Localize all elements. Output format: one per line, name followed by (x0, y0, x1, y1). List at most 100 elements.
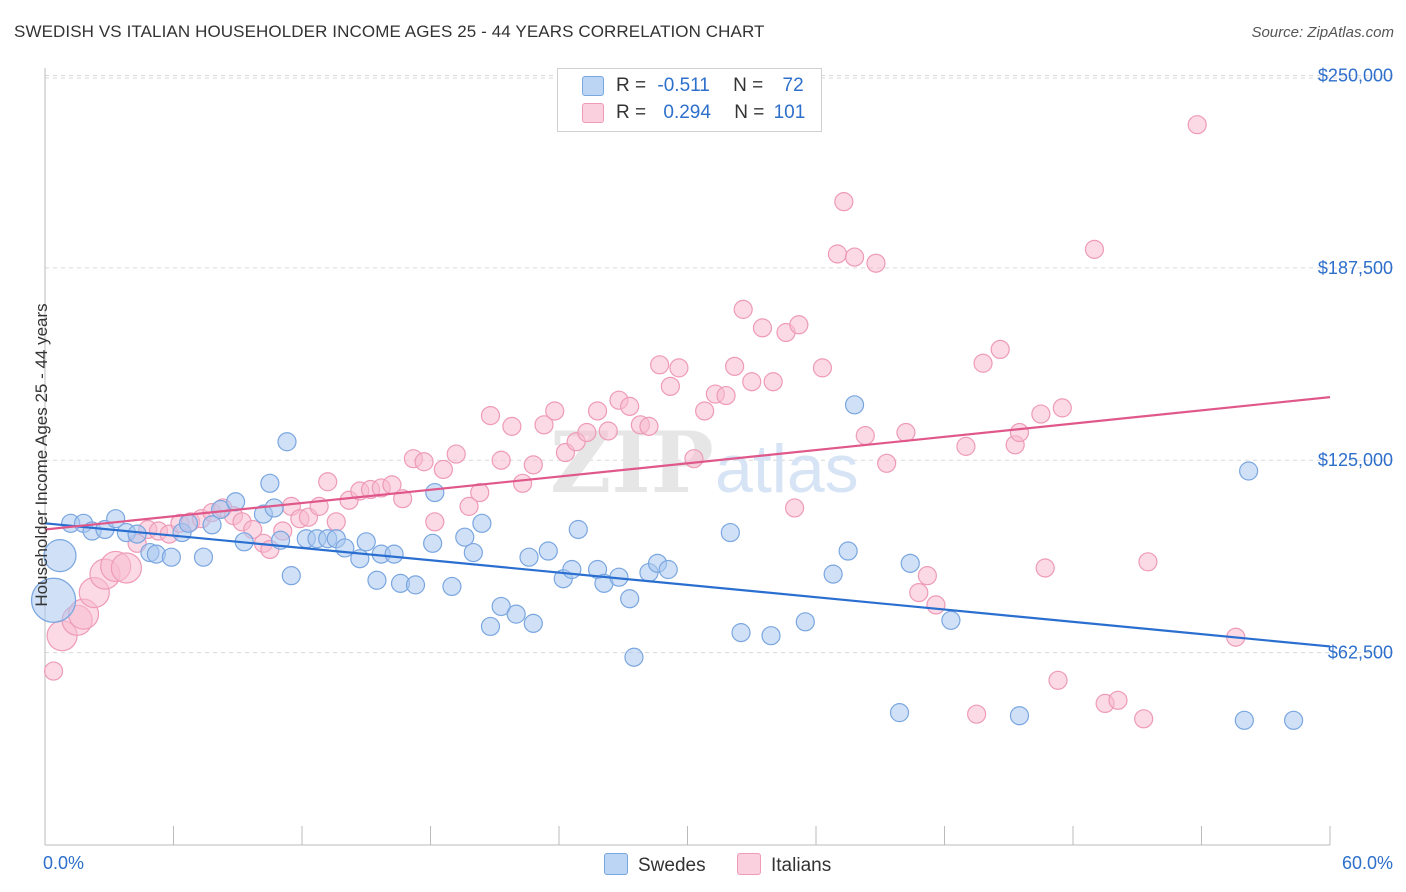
swedes-point (178, 513, 199, 533)
italians-point (725, 356, 745, 376)
swedes-point (260, 473, 280, 493)
legend-item-swedes[interactable]: Swedes (604, 853, 706, 877)
swedes-point (43, 539, 77, 573)
swedes-point (423, 533, 443, 553)
italians-point (812, 358, 833, 378)
swedes-point (720, 522, 740, 543)
italians-point (784, 498, 805, 518)
italians-point (763, 372, 783, 392)
italians-legend-swatch (737, 853, 761, 875)
swedes-point (30, 577, 77, 623)
italians-point (956, 436, 976, 456)
italians-point (1009, 422, 1030, 443)
swedes-legend-swatch (604, 853, 628, 875)
swedes-point (193, 547, 214, 567)
swedes-point (480, 616, 501, 637)
italians-point (512, 473, 533, 493)
italians-point (1035, 558, 1055, 578)
swedes-point (838, 541, 858, 561)
swedes-point (941, 610, 961, 630)
italians-point (669, 358, 689, 378)
y-tick-label: $125,000 (1318, 450, 1393, 470)
swedes-point (226, 492, 246, 512)
legend-r-label: R = (616, 102, 647, 123)
swedes-point (731, 623, 751, 643)
italians-point (523, 455, 543, 475)
swedes-point (161, 547, 181, 567)
swedes-n-value: 72 (782, 75, 804, 96)
swedes-point (1009, 706, 1030, 726)
italians-point (650, 355, 670, 375)
swedes-point (442, 576, 462, 597)
italians-point (973, 353, 993, 373)
italians-point (866, 253, 886, 273)
italians-point (909, 582, 929, 603)
chart-title: SWEDISH VS ITALIAN HOUSEHOLDER INCOME AG… (14, 22, 765, 41)
italians-point (733, 299, 753, 319)
italians-point (917, 566, 937, 586)
y-tick-label: $250,000 (1318, 65, 1393, 85)
trend-lines (44, 396, 1331, 648)
swedes-point (523, 613, 543, 633)
swedes-point (455, 527, 475, 547)
swedes-point (281, 566, 301, 586)
x-tick-label-max: 60.0% (1342, 853, 1393, 873)
correlation-legend: R = -0.511 N = 72 R = 0.294 N = 101 (557, 68, 822, 132)
italians-trend-line (44, 396, 1331, 531)
swedes-point (367, 570, 387, 590)
swedes-point (264, 498, 284, 518)
italians-point (1134, 709, 1154, 729)
tick-labels: $62,500 $125,000 $187,500 $250,000 0.0% 60.0% (43, 65, 1393, 873)
watermark-atlas: atlas (715, 431, 859, 507)
x-tick-label-min: 0.0% (43, 853, 84, 873)
italians-point (491, 450, 511, 470)
italians-point (326, 512, 346, 532)
italians-point (1084, 239, 1105, 259)
italians-point (425, 512, 445, 532)
italians-point (1031, 404, 1051, 424)
italians-point (844, 247, 865, 267)
swedes-point (405, 575, 426, 595)
italians-legend-label: Italians (771, 855, 832, 876)
italians-points (43, 115, 1246, 729)
swedes-point (889, 703, 910, 723)
swedes-point (568, 519, 588, 540)
swedes-r-value: -0.511 (657, 75, 710, 96)
swedes-point (658, 559, 678, 580)
source-label: Source: ZipAtlas.com (1251, 24, 1394, 41)
swedes-point (425, 482, 445, 503)
italians-point (1138, 552, 1158, 572)
italians-point (110, 552, 142, 584)
italians-point (502, 416, 522, 436)
italians-point (716, 385, 736, 406)
swedes-point (127, 524, 147, 544)
legend-r-label: R = (616, 75, 647, 96)
legend-n-label: N = (734, 102, 765, 123)
italians-n-value: 101 (773, 102, 806, 123)
italians-point (896, 422, 916, 443)
swedes-point (823, 564, 843, 584)
swedes-point (620, 589, 640, 609)
italians-point (827, 244, 848, 264)
italians-point (855, 426, 875, 446)
italians-point (877, 453, 897, 473)
italians-point (684, 449, 704, 469)
italians-point (660, 376, 680, 396)
italians-point (587, 401, 608, 421)
legend-n-label: N = (733, 75, 764, 96)
italians-point (620, 396, 640, 416)
italians-point (534, 415, 554, 435)
swedes-point (761, 626, 781, 646)
swedes-point (519, 547, 539, 567)
italians-swatch (582, 103, 604, 123)
swedes-point (900, 553, 920, 573)
italians-point (577, 422, 597, 443)
italians-r-value: 0.294 (663, 102, 711, 123)
swedes-point (795, 612, 815, 632)
italians-point (1048, 670, 1068, 690)
italians-point (318, 472, 338, 492)
italians-point (545, 401, 565, 421)
legend-item-italians[interactable]: Italians (737, 853, 831, 877)
swedes-point (472, 513, 492, 533)
swedes-point (463, 542, 483, 563)
